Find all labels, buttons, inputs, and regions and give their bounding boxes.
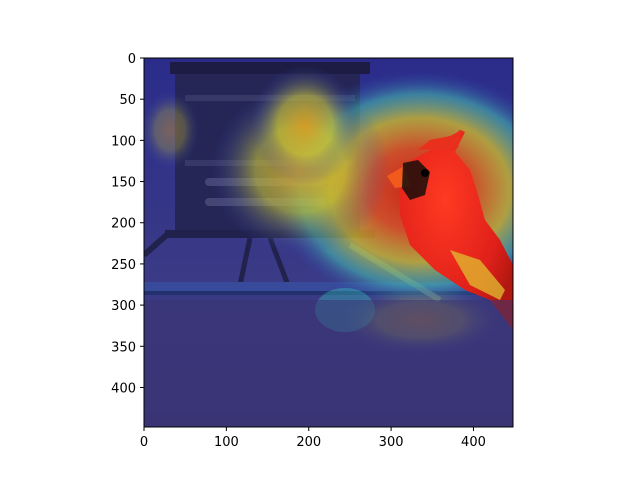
lower-dim-region	[144, 300, 513, 427]
y-tick-label: 300	[111, 299, 136, 314]
y-axis: 0 50 100 150 200 250 300 350 400	[111, 52, 144, 396]
x-tick-label: 0	[140, 435, 148, 450]
y-tick-label: 350	[111, 340, 136, 355]
y-tick-label: 100	[111, 134, 136, 149]
y-tick-label: 50	[119, 93, 136, 108]
x-axis: 0 100 200 300 400	[140, 427, 486, 450]
y-tick-label: 200	[111, 217, 136, 232]
y-tick-label: 0	[128, 52, 136, 67]
x-tick-label: 100	[214, 435, 239, 450]
x-tick-label: 300	[379, 435, 404, 450]
x-tick-label: 200	[296, 435, 321, 450]
x-tick-label: 400	[461, 435, 486, 450]
cardinal-bird	[387, 130, 513, 330]
plot-frame	[143, 57, 514, 428]
y-tick-label: 150	[111, 176, 136, 191]
y-tick-label: 250	[111, 258, 136, 273]
y-tick-label: 400	[111, 381, 136, 396]
heatmap-image	[144, 58, 513, 427]
